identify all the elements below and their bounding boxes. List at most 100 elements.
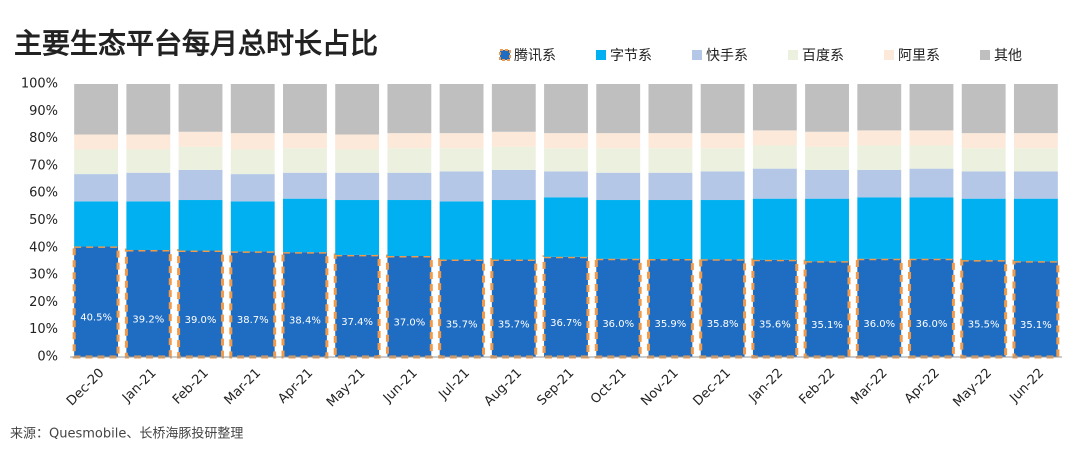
legend-swatch bbox=[596, 50, 606, 60]
x-tick-label: Aug-21 bbox=[482, 366, 526, 410]
bar-segment bbox=[805, 84, 849, 132]
bar-segment bbox=[126, 134, 171, 150]
value-label: 35.9% bbox=[655, 319, 687, 330]
value-label: 38.4% bbox=[289, 316, 321, 327]
bar-segment bbox=[72, 244, 120, 359]
bar-segment bbox=[648, 84, 693, 134]
bar-segment bbox=[74, 134, 119, 150]
bar-segment bbox=[909, 168, 954, 198]
bar-segment bbox=[752, 168, 797, 199]
bar-segment bbox=[230, 84, 275, 134]
bar-segment bbox=[333, 253, 381, 359]
bar-segment bbox=[961, 133, 1006, 149]
bar-segment bbox=[126, 201, 171, 250]
bar-segment bbox=[335, 149, 380, 173]
value-label: 39.0% bbox=[185, 315, 217, 326]
bar-segment bbox=[74, 201, 119, 247]
x-tick-label: Jun-22 bbox=[1007, 366, 1048, 407]
value-label: 37.4% bbox=[341, 317, 373, 328]
y-tick-label: 20% bbox=[29, 295, 58, 310]
bar-segment bbox=[177, 249, 224, 359]
value-label: 36.7% bbox=[550, 318, 582, 329]
value-label: 35.8% bbox=[707, 319, 739, 330]
bar-segment bbox=[752, 130, 797, 146]
bar-segment bbox=[230, 174, 275, 202]
y-tick-label: 10% bbox=[29, 322, 58, 337]
bar-segment bbox=[229, 249, 277, 359]
legend-swatch bbox=[692, 50, 702, 60]
x-tick-label: Dec-21 bbox=[691, 366, 734, 409]
bar-segment bbox=[699, 257, 747, 359]
bar-segment bbox=[439, 84, 484, 134]
bar-segment bbox=[387, 84, 432, 134]
x-tick-label: Jul-21 bbox=[435, 366, 472, 403]
legend-label: 百度系 bbox=[802, 48, 844, 64]
value-label: 40.5% bbox=[80, 313, 112, 324]
bar-segment bbox=[491, 146, 536, 170]
bar-segment bbox=[178, 200, 223, 251]
legend-label: 阿里系 bbox=[898, 48, 940, 64]
bar-segment bbox=[126, 149, 171, 173]
y-tick-label: 30% bbox=[29, 268, 58, 283]
legend-label: 其他 bbox=[994, 48, 1022, 64]
bar-segment bbox=[646, 257, 694, 359]
bar-segment bbox=[700, 133, 745, 149]
bar-segment bbox=[283, 198, 327, 253]
x-tick-label: Feb-21 bbox=[170, 366, 212, 408]
bar-segment bbox=[387, 200, 432, 256]
bar-segment bbox=[909, 130, 954, 146]
bar-segment bbox=[544, 148, 588, 172]
x-tick-label: Apr-21 bbox=[275, 366, 316, 407]
x-tick-label: Mar-21 bbox=[222, 366, 264, 408]
legend-swatch bbox=[980, 50, 990, 60]
legend-label: 字节系 bbox=[610, 48, 652, 64]
x-tick-label: Oct-21 bbox=[588, 366, 630, 408]
bar-segment bbox=[751, 258, 799, 359]
bar-segment bbox=[805, 198, 849, 262]
bar-segment bbox=[961, 198, 1006, 261]
bar-segment bbox=[387, 133, 432, 149]
bar-segment bbox=[439, 171, 484, 202]
bar-segment bbox=[1013, 84, 1058, 134]
y-tick-label: 80% bbox=[29, 131, 58, 146]
bar-segment bbox=[544, 84, 588, 134]
legend-swatch bbox=[499, 49, 511, 61]
bar-segment bbox=[178, 131, 223, 147]
legend-label: 快手系 bbox=[706, 48, 748, 64]
value-label: 36.0% bbox=[602, 319, 634, 330]
bar-segment bbox=[700, 200, 745, 260]
source-note: 来源：Quesmobile、长桥海豚投研整理 bbox=[10, 426, 243, 442]
bar-segment bbox=[335, 200, 380, 255]
bar-segment bbox=[752, 145, 797, 169]
bar-segment bbox=[281, 250, 329, 359]
bar-segment bbox=[596, 84, 641, 134]
bar-segment bbox=[283, 133, 327, 149]
x-tick-label: Mar-22 bbox=[848, 366, 890, 408]
bar-segment bbox=[230, 133, 275, 150]
bar-segment bbox=[491, 169, 536, 201]
y-tick-label: 40% bbox=[29, 240, 58, 255]
bar-segment bbox=[542, 255, 590, 359]
x-tick-label: Sep-21 bbox=[534, 366, 577, 409]
bar-segment bbox=[961, 148, 1006, 172]
bar-segment bbox=[178, 169, 223, 201]
bar-segment bbox=[596, 133, 641, 149]
value-label: 35.1% bbox=[811, 320, 843, 331]
bar-segment bbox=[909, 84, 954, 131]
bar-segment bbox=[335, 172, 380, 201]
x-tick-label: Jan-21 bbox=[119, 366, 160, 407]
y-tick-label: 100% bbox=[21, 77, 58, 92]
bar-segment bbox=[124, 248, 172, 359]
bar-segment bbox=[385, 254, 433, 359]
bar-segment bbox=[74, 84, 119, 135]
bar-segment bbox=[283, 84, 327, 134]
bar-segment bbox=[909, 145, 954, 169]
x-tick-label: Apr-22 bbox=[902, 366, 943, 407]
y-tick-label: 60% bbox=[29, 186, 58, 201]
bar-segment bbox=[126, 84, 171, 135]
value-label: 35.7% bbox=[446, 319, 478, 330]
bar-segment bbox=[752, 84, 797, 131]
value-label: 36.0% bbox=[916, 319, 948, 330]
bar-segment bbox=[857, 169, 902, 198]
bar-segment bbox=[857, 130, 902, 146]
